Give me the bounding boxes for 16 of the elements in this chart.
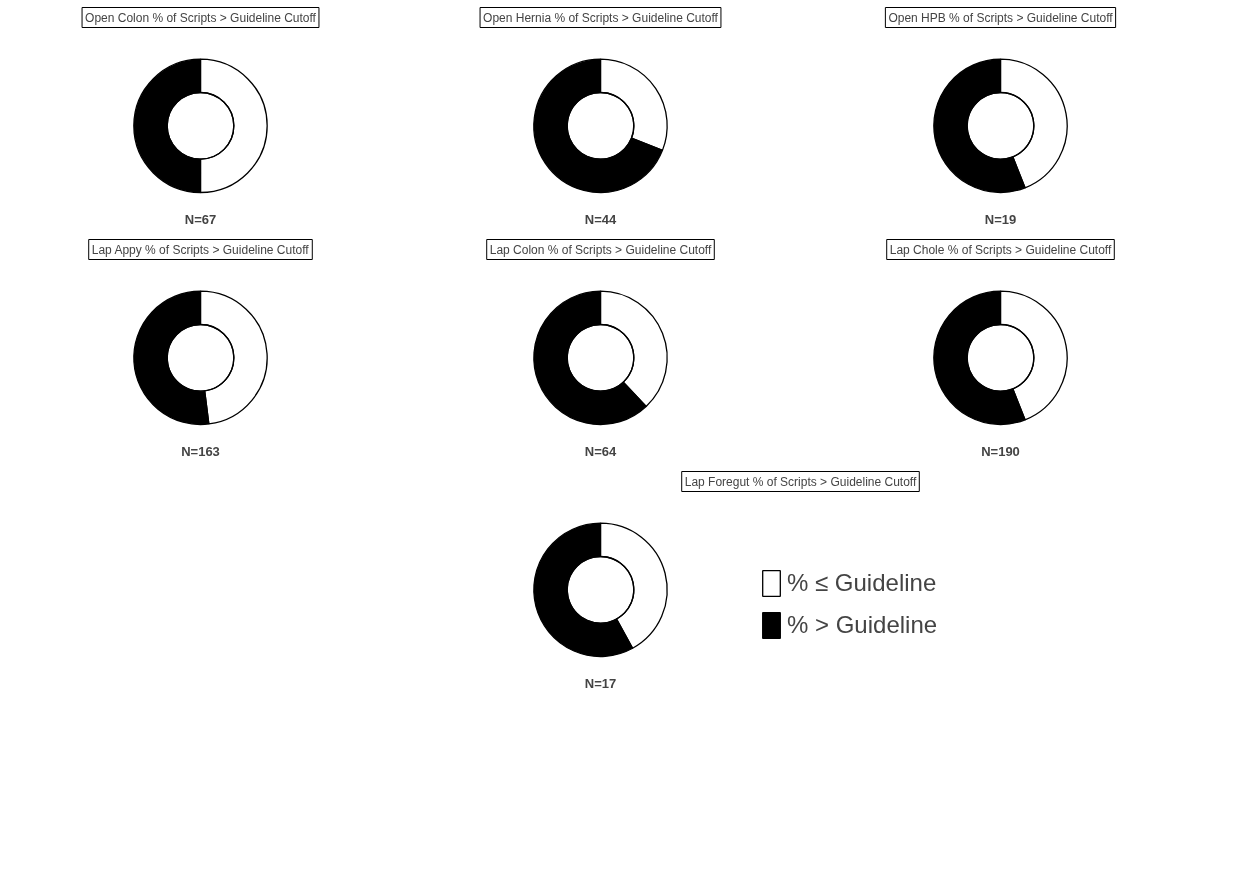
text: N=190 <box>981 443 1020 459</box>
chart-title: Open Colon % of Scripts > Guideline Cutoff <box>85 10 317 25</box>
text: N=17 <box>584 675 617 691</box>
chart-title: Lap Foregut % of Scripts > Guideline Cutoff <box>684 474 917 489</box>
chart-title: Lap Chole % of Scripts > Guideline Cutoff <box>889 242 1112 257</box>
text: N=19 <box>984 211 1017 227</box>
chart-title: Open Hernia % of Scripts > Guideline Cutoff <box>483 10 719 25</box>
legend-label: % ≤ Guideline <box>787 569 937 597</box>
text: N=67 <box>184 211 217 227</box>
legend-label: % > Guideline <box>787 611 938 639</box>
text: N=44 <box>584 211 617 227</box>
text: N=64 <box>584 443 617 459</box>
text: N=163 <box>181 443 220 459</box>
chart-title: Lap Appy % of Scripts > Guideline Cutoff <box>91 242 310 257</box>
chart-title: Lap Colon % of Scripts > Guideline Cutoff <box>489 242 712 257</box>
chart-title: Open HPB % of Scripts > Guideline Cutoff <box>888 10 1114 25</box>
